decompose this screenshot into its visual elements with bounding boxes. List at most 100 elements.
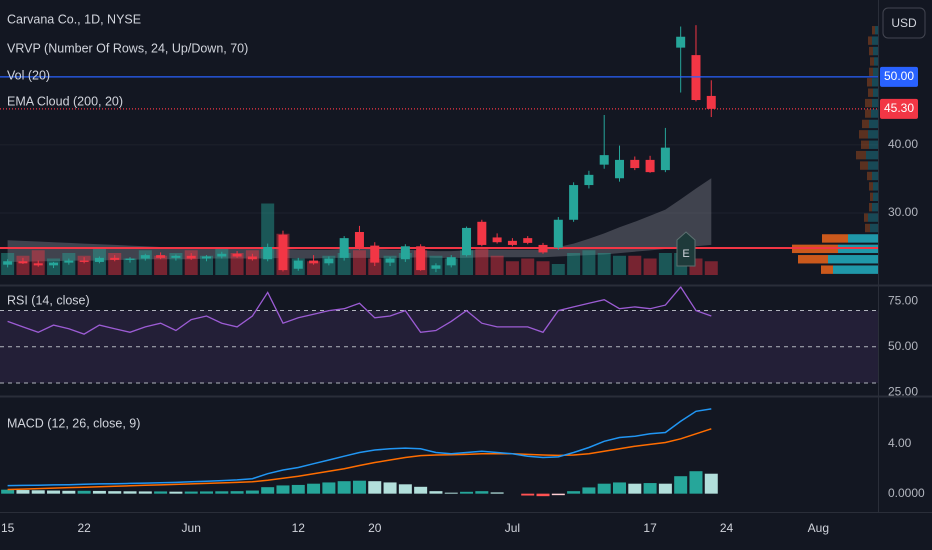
signal-line: [7, 428, 712, 491]
candle-body: [645, 159, 655, 173]
candle-body: [79, 260, 89, 262]
volume-bar: [245, 250, 259, 275]
candle-body: [569, 185, 579, 220]
candle-body: [385, 258, 395, 263]
candle-body: [140, 255, 150, 259]
volume-bar: [704, 261, 718, 275]
volume-bar: [490, 255, 504, 275]
y-tick-label: 40.00: [888, 137, 918, 151]
candle-body: [125, 258, 135, 260]
candle-body: [523, 238, 533, 243]
profile-down: [865, 223, 870, 233]
candle-body: [492, 237, 502, 243]
histogram-bar: [108, 491, 122, 494]
profile-up: [868, 130, 878, 139]
candle-body: [64, 260, 74, 263]
volume-bar: [169, 253, 183, 275]
histogram-bar: [138, 491, 152, 494]
histogram-bar: [368, 481, 382, 494]
histogram-bar: [383, 482, 397, 494]
profile-down: [867, 78, 872, 87]
histogram-bar: [169, 491, 183, 494]
histogram-bar: [460, 491, 474, 494]
profile-up: [868, 213, 878, 222]
candle-body: [676, 36, 686, 48]
profile-down: [868, 36, 872, 45]
y-tick-label: 50.00: [888, 339, 918, 353]
x-tick-label: 12: [292, 521, 306, 535]
volume-bar: [628, 255, 642, 275]
legend-indicator: VRVP (Number Of Rows, 24, Up/Down, 70): [7, 41, 248, 55]
histogram-bar: [215, 491, 229, 494]
histogram-bar: [47, 490, 61, 494]
histogram-bar: [429, 491, 443, 494]
candle-body: [339, 238, 349, 258]
volume-bar: [307, 261, 321, 275]
currency-label[interactable]: USD: [891, 16, 917, 30]
histogram-bar: [230, 491, 244, 494]
profile-down: [860, 161, 868, 170]
volume-bar: [582, 250, 596, 275]
volume-bar: [215, 247, 229, 275]
histogram-bar: [674, 476, 688, 494]
profile-down: [856, 150, 866, 160]
candle-body: [446, 257, 456, 266]
legend-title: Carvana Co., 1D, NYSE: [7, 12, 141, 26]
profile-down: [865, 109, 871, 118]
candle-body: [553, 219, 563, 248]
histogram-bar: [16, 490, 30, 494]
profile-down: [862, 119, 869, 129]
y-tick-label: 25.00: [888, 384, 918, 398]
profile-down: [859, 130, 868, 139]
volume-bar: [505, 261, 519, 275]
histogram-bar: [475, 491, 489, 494]
histogram-bar: [77, 490, 91, 494]
candle-body: [354, 232, 364, 248]
volume-bar: [352, 250, 366, 275]
candle-body: [614, 159, 624, 179]
currency-button[interactable]: USD: [882, 7, 926, 39]
histogram-bar: [444, 492, 458, 494]
volume-bar: [123, 258, 137, 275]
profile-up: [875, 26, 878, 35]
profile-down: [869, 203, 872, 212]
profile-down: [798, 255, 828, 264]
candle-body: [49, 262, 59, 266]
volume-bar: [199, 255, 213, 275]
histogram-bar: [261, 487, 275, 494]
price-label: 45.30: [884, 101, 914, 115]
histogram-bar: [291, 484, 305, 494]
volume-bar: [612, 255, 626, 275]
histogram-bar: [154, 491, 168, 494]
candle-body: [416, 246, 426, 271]
volume-bar: [460, 250, 474, 275]
volume-bar: [337, 253, 351, 275]
x-tick-label: 24: [720, 521, 734, 535]
histogram-bar: [490, 492, 504, 494]
x-tick-label: Jul: [505, 521, 520, 535]
profile-down: [821, 265, 833, 274]
volume-bar: [154, 255, 168, 275]
histogram-bar: [704, 473, 718, 494]
price-label-box: [880, 98, 918, 119]
histogram-bar: [1, 489, 15, 494]
candle-body: [18, 261, 28, 264]
profile-down: [822, 234, 848, 243]
profile-up: [868, 161, 878, 170]
histogram-bar: [689, 471, 703, 494]
price-label-box: [880, 66, 918, 87]
legend-indicator: EMA Cloud (200, 20): [7, 94, 123, 108]
profile-down: [865, 98, 872, 108]
profile-up: [866, 150, 878, 160]
rsi-line: [7, 285, 712, 335]
profile-down: [872, 26, 875, 35]
candle-body: [538, 244, 548, 253]
profile-down: [868, 88, 873, 97]
histogram-bar: [612, 482, 626, 494]
profile-up: [872, 36, 878, 45]
profile-up: [872, 78, 878, 87]
volume-bar: [230, 253, 244, 275]
candle-body: [324, 258, 334, 264]
histogram-bar: [322, 482, 336, 494]
ema-cloud: [7, 178, 712, 262]
